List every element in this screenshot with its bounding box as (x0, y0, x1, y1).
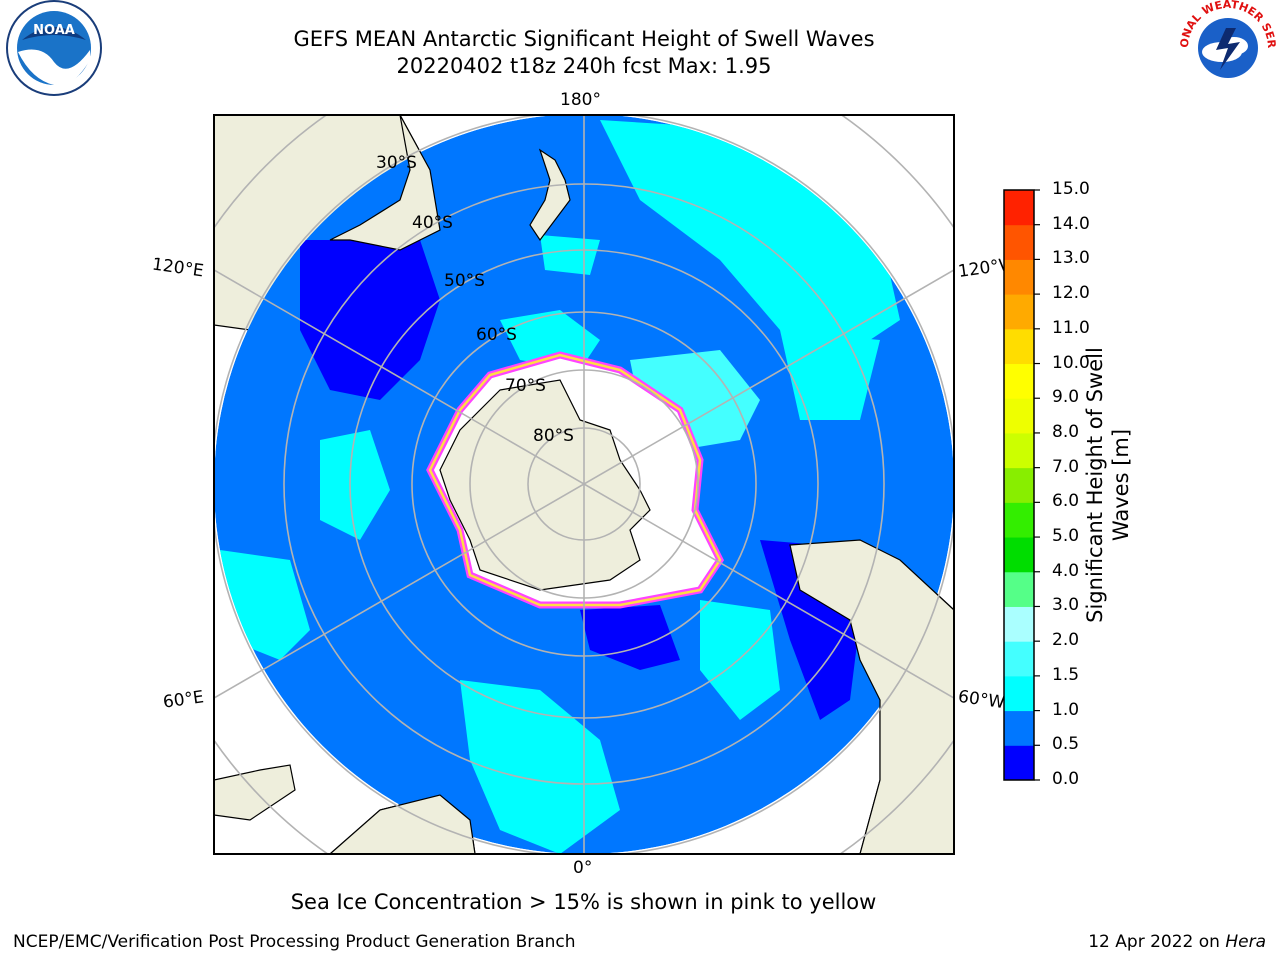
credit-text: NCEP/EMC/Verification Post Processing Pr… (13, 932, 576, 952)
nws-logo: NATIONAL WEATHER SERVICE (1176, 0, 1278, 94)
colorbar-segment (1004, 675, 1034, 712)
colorbar-tick-label: 15.0 (1052, 179, 1090, 199)
colorbar-segment (1004, 328, 1034, 365)
colorbar-segment (1004, 641, 1034, 677)
colorbar-title: Significant Height of Swell Waves [m] (1083, 347, 1133, 623)
colorbar-segment (1004, 224, 1034, 260)
colorbar-segment (1004, 571, 1034, 607)
colorbar-tick-label: 0.0 (1052, 769, 1080, 789)
colorbar-segment (1004, 432, 1034, 469)
colorbar-segment (1004, 398, 1034, 434)
colorbar-segment (1004, 190, 1034, 226)
colorbar-segment (1004, 363, 1034, 399)
date-value: 12 Apr 2022 on (1088, 932, 1220, 952)
colorbar-tick-label: 10.0 (1052, 352, 1090, 373)
colorbar-tick-label: 9.0 (1052, 387, 1080, 408)
colorbar-tick-label: 5.0 (1052, 526, 1080, 547)
lon-label-top: 180° (560, 90, 601, 110)
sea-ice-note: Sea Ice Concentration > 15% is shown in … (290, 890, 877, 914)
colorbar-tick-label: 6.0 (1052, 491, 1080, 512)
noaa-logo-text: NOAA (33, 23, 75, 38)
colorbar-tick-label: 1.0 (1052, 699, 1080, 720)
lat-label-40: 40°S (412, 213, 453, 233)
colorbar-segment (1004, 710, 1034, 746)
colorbar-segment (1004, 502, 1034, 538)
noaa-logo: NOAA (6, 0, 102, 96)
colorbar-tick-label: 4.0 (1052, 560, 1080, 581)
colorbar-segment (1004, 745, 1034, 781)
lat-label-70: 70°S (505, 376, 546, 396)
lon-label-bottom: 0° (573, 858, 593, 878)
colorbar-tick-label: 2.0 (1052, 630, 1080, 651)
colorbar-tick-label: 3.0 (1052, 595, 1080, 616)
lat-label-80: 80°S (533, 426, 574, 446)
lat-label-50: 50°S (444, 271, 485, 291)
madagascar-landmass (214, 764, 296, 821)
chart-subtitle: 20220402 t18z 240h fcst Max: 1.95 (396, 54, 772, 78)
lat-label-30: 30°S (376, 153, 417, 173)
colorbar-segment (1004, 606, 1034, 642)
host-name: Hera (1225, 932, 1266, 952)
colorbar-segment (1004, 259, 1034, 295)
colorbar-tick-label: 11.0 (1052, 317, 1090, 338)
lat-label-60: 60°S (476, 325, 517, 345)
colorbar-tick-label: 7.0 (1052, 456, 1080, 477)
colorbar-tick-label: 8.0 (1052, 421, 1080, 442)
colorbar-segment (1004, 537, 1034, 573)
colorbar-tick-label: 13.0 (1052, 248, 1090, 269)
colorbar-segment (1004, 467, 1034, 503)
colorbar-segment (1004, 294, 1034, 330)
colorbar-tick-label: 14.0 (1052, 213, 1090, 234)
date-text: 12 Apr 2022 on Hera (1088, 932, 1266, 952)
colorbar-frame (1003, 189, 1035, 781)
colorbar-tick-label: 12.0 (1052, 283, 1090, 304)
new-zealand-landmass (529, 148, 571, 242)
colorbar (1003, 189, 1040, 781)
chart-title: GEFS MEAN Antarctic Significant Height o… (293, 27, 875, 51)
colorbar-tick-label: 0.5 (1052, 734, 1080, 755)
colorbar-tick-label: 1.5 (1052, 664, 1080, 685)
